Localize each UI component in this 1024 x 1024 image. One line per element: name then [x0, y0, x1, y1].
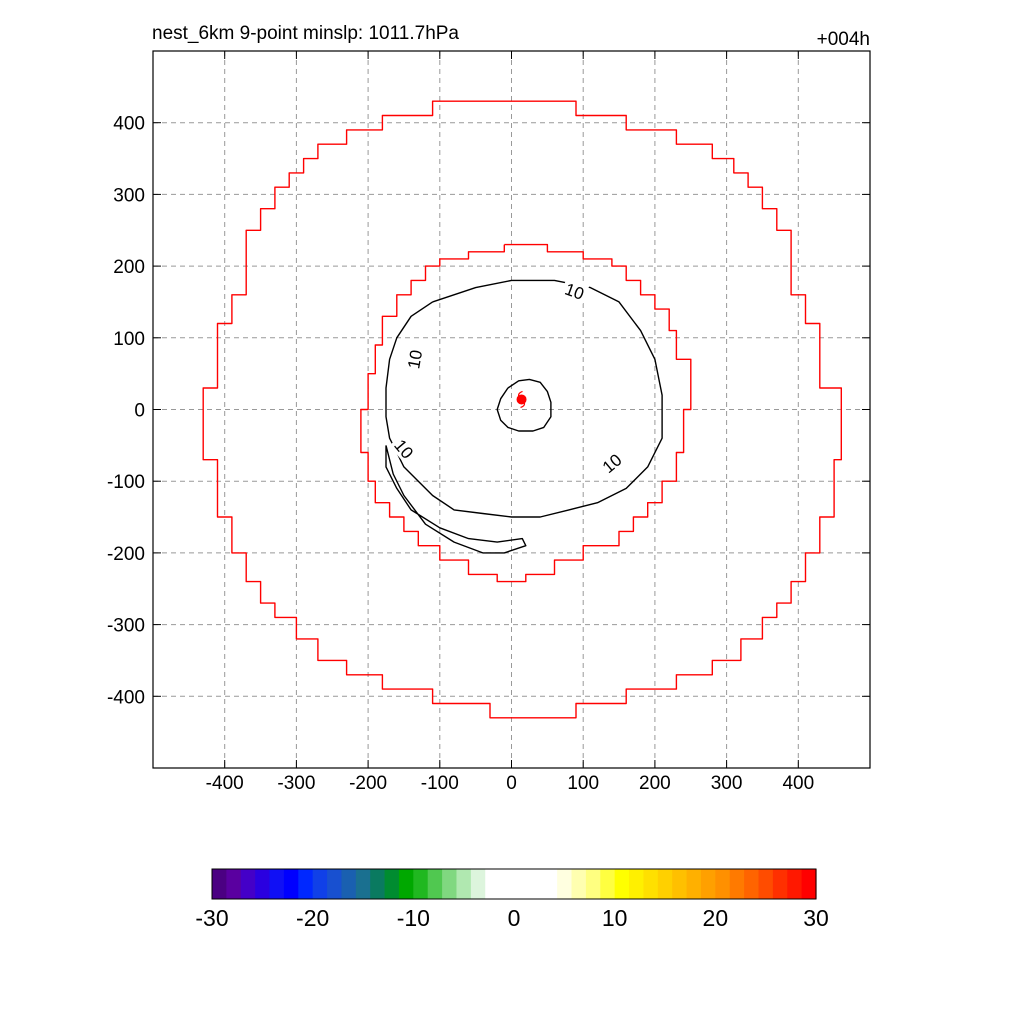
colorbar-swatch	[240, 869, 256, 899]
colorbar-swatch	[499, 869, 515, 899]
hurricane-symbol-icon	[517, 390, 526, 409]
x-tick-label: -300	[277, 773, 315, 794]
colorbar-swatch	[226, 869, 242, 899]
contour-label-bg	[596, 447, 627, 478]
colorbar-swatch	[542, 869, 558, 899]
colorbar-swatch	[442, 869, 458, 899]
colorbar-swatch	[413, 869, 429, 899]
y-tick-label: -300	[107, 616, 145, 637]
colorbar-swatch	[787, 869, 803, 899]
colorbar-swatch	[700, 869, 716, 899]
x-tick-label: 100	[567, 773, 599, 794]
y-tick-label: 100	[113, 329, 145, 350]
colorbar-swatch	[614, 869, 630, 899]
chart-title: nest_6km 9-point minslp: 1011.7hPa	[152, 23, 459, 44]
colorbar-frame	[211, 868, 817, 900]
colorbar-swatch	[585, 869, 601, 899]
x-tick-label: 300	[711, 773, 743, 794]
colorbar-tick-label: 0	[508, 905, 521, 931]
plot-frame	[152, 50, 871, 769]
colorbar-swatch	[427, 869, 443, 899]
colorbar-swatch	[355, 869, 371, 899]
series-layer	[202, 100, 842, 719]
y-tick-label: 400	[113, 114, 145, 135]
colorbar-swatch	[398, 869, 414, 899]
colorbar-swatch	[341, 869, 357, 899]
x-tick-label: -100	[421, 773, 459, 794]
colorbar: -30 -20 -10 0 10 20 30	[195, 868, 829, 931]
contour-label: 10	[599, 450, 626, 477]
colorbar-swatch	[255, 869, 271, 899]
series-line-3	[385, 279, 663, 518]
colorbar-swatch	[758, 869, 774, 899]
colorbar-swatch	[672, 869, 688, 899]
colorbar-swatch	[657, 869, 673, 899]
colorbar-swatch	[283, 869, 299, 899]
colorbar-swatch	[744, 869, 760, 899]
colorbar-swatch	[312, 869, 328, 899]
colorbar-swatch	[643, 869, 659, 899]
colorbar-swatch	[557, 869, 573, 899]
colorbar-swatch	[370, 869, 386, 899]
colorbar-swatch	[514, 869, 529, 899]
contour-label-bg	[402, 345, 426, 373]
colorbar-swatch	[298, 869, 314, 899]
series-line-2	[360, 243, 692, 583]
colorbar-swatch	[715, 869, 731, 899]
forecast-hour-label: +004h	[817, 29, 870, 50]
y-tick-label: -100	[107, 472, 145, 493]
colorbar-swatch	[629, 869, 645, 899]
series-line-4	[496, 378, 552, 432]
contour-label: 10	[390, 436, 417, 463]
axis-ticks: -400 -300 -200 -100 0 100 200 300 40040030020010…	[107, 51, 870, 794]
colorbar-tick-label: -30	[195, 905, 228, 931]
contour-label-bg	[560, 277, 590, 304]
y-tick-label: -200	[107, 544, 145, 565]
y-tick-label: 300	[113, 185, 145, 206]
colorbar-swatch	[212, 869, 227, 899]
colorbar-swatch	[327, 869, 343, 899]
series-line-5	[385, 445, 527, 554]
x-tick-label: 400	[782, 773, 814, 794]
series-line-1	[202, 100, 842, 719]
colorbar-swatch	[571, 869, 587, 899]
x-tick-label: 0	[506, 773, 517, 794]
contour-label-bg	[389, 433, 420, 464]
colorbar-swatch	[470, 869, 486, 899]
colorbar-swatch	[456, 869, 472, 899]
x-tick-label: -400	[206, 773, 244, 794]
y-tick-label: -400	[107, 687, 145, 708]
colorbar-swatch	[801, 869, 817, 899]
x-tick-label: 200	[639, 773, 671, 794]
colorbar-swatch	[686, 869, 702, 899]
colorbar-swatch	[485, 869, 501, 899]
contour-label: 10	[404, 348, 426, 370]
colorbar-swatch	[384, 869, 400, 899]
colorbar-swatch	[528, 869, 544, 899]
colorbar-tick-label: 20	[703, 905, 729, 931]
colorbar-tick-label: 10	[602, 905, 628, 931]
colorbar-tick-label: -10	[397, 905, 430, 931]
colorbar-tick-label: 30	[803, 905, 829, 931]
colorbar-swatch	[269, 869, 285, 899]
colorbar-swatch	[600, 869, 616, 899]
x-tick-label: -200	[349, 773, 387, 794]
colorbar-swatch	[729, 869, 745, 899]
y-tick-label: 200	[113, 257, 145, 278]
y-tick-label: 0	[134, 401, 145, 422]
colorbar-tick-label: -20	[296, 905, 329, 931]
colorbar-swatch	[772, 869, 788, 899]
grid-lines	[153, 51, 870, 768]
